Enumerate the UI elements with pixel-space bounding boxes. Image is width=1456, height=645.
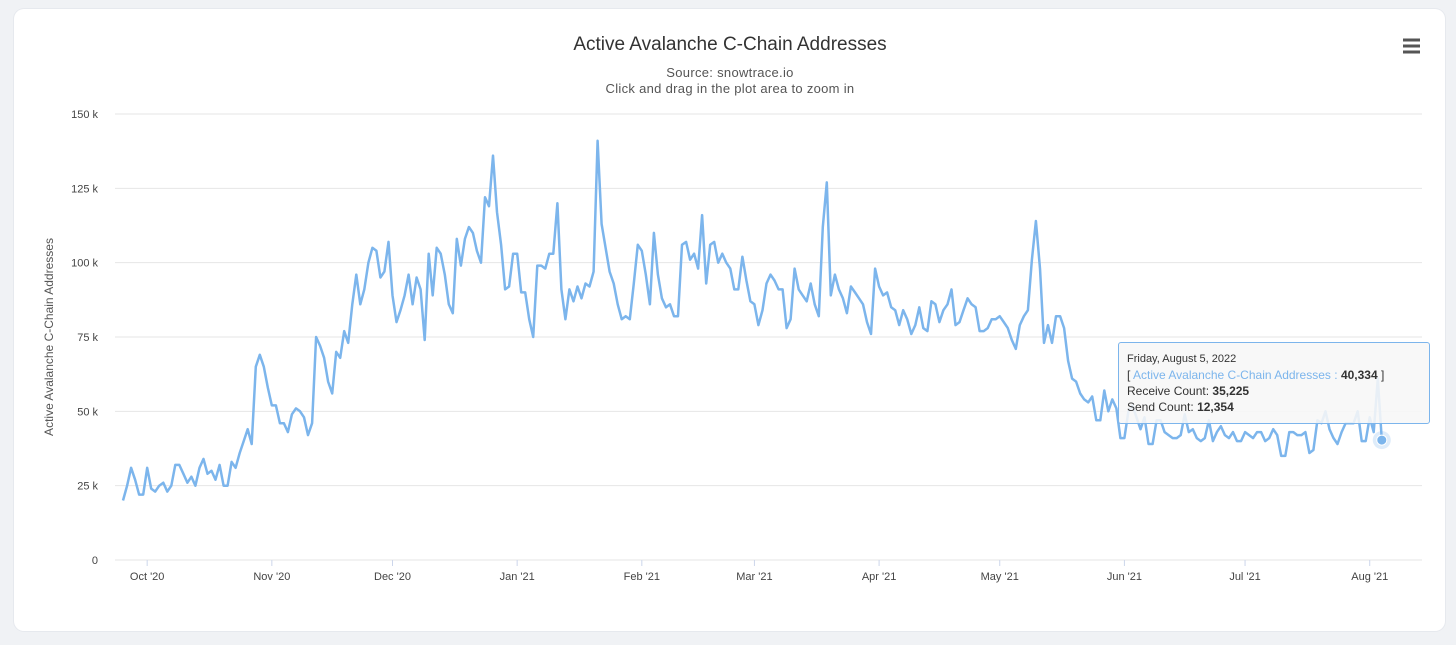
x-tick-label: Jul '21 — [1229, 571, 1260, 583]
tooltip-send-line: Send Count: 12,354 — [1127, 399, 1429, 415]
y-tick-label: 125 k — [71, 183, 98, 195]
tooltip-send-label: Send Count: — [1127, 400, 1194, 414]
tooltip-date: Friday, August 5, 2022 — [1127, 353, 1237, 365]
highlighted-point[interactable] — [1372, 431, 1391, 450]
x-tick-label: Nov '20 — [253, 571, 290, 583]
y-tick-label: 150 k — [71, 109, 98, 121]
x-tick-label: Aug '21 — [1351, 571, 1388, 583]
y-axis-title: Active Avalanche C-Chain Addresses — [42, 238, 56, 436]
chart-subtitle-hint: Click and drag in the plot area to zoom … — [606, 81, 855, 96]
y-tick-label: 50 k — [77, 406, 98, 418]
point-marker[interactable] — [1376, 434, 1388, 446]
x-tick-label: May '21 — [981, 571, 1019, 583]
tooltip-bracket-close: ] — [1380, 368, 1385, 382]
y-tick-label: 75 k — [77, 332, 98, 344]
chart-tooltip: Friday, August 5, 2022 [ Active Avalanch… — [1118, 342, 1430, 424]
chart-title: Active Avalanche C-Chain Addresses — [573, 34, 886, 55]
y-tick-label: 100 k — [71, 258, 98, 270]
tooltip-series-name: Active Avalanche C-Chain Addresses — [1133, 368, 1331, 382]
tooltip-bracket-open: [ — [1127, 368, 1131, 382]
tooltip-receive-line: Receive Count: 35,225 — [1127, 383, 1429, 399]
chart-subtitle-source: Source: snowtrace.io — [666, 65, 793, 80]
y-tick-labels: 0 25 k 50 k 75 k 100 k 125 k 150 k — [71, 109, 98, 567]
series-path[interactable] — [121, 139, 1384, 501]
hamburger-menu-icon[interactable] — [1398, 36, 1424, 58]
tooltip-colon: : — [1334, 368, 1338, 382]
y-gridlines — [115, 113, 1422, 561]
y-tick-label: 0 — [92, 555, 98, 567]
y-tick-label: 25 k — [77, 481, 98, 493]
x-tick-label: Mar '21 — [736, 571, 772, 583]
series-line[interactable] — [121, 139, 1384, 501]
tooltip-receive-label: Receive Count: — [1127, 384, 1210, 398]
x-tick-labels: Oct '20 Nov '20 Dec '20 Jan '21 Feb '21 Mar '… — [130, 560, 1388, 583]
x-tick-label: Feb '21 — [624, 571, 660, 583]
tooltip-series-line: [ Active Avalanche C-Chain Addresses : 4… — [1127, 367, 1429, 383]
tooltip-series-value: 40,334 — [1340, 368, 1378, 382]
chart-card — [14, 9, 1445, 631]
x-tick-label: Oct '20 — [130, 571, 165, 583]
x-tick-label: Jun '21 — [1107, 571, 1142, 583]
tooltip-send-value: 12,354 — [1197, 400, 1234, 414]
x-tick-label: Jan '21 — [500, 571, 535, 583]
x-tick-label: Apr '21 — [862, 571, 897, 583]
x-tick-label: Dec '20 — [374, 571, 411, 583]
tooltip-receive-value: 35,225 — [1212, 384, 1250, 398]
